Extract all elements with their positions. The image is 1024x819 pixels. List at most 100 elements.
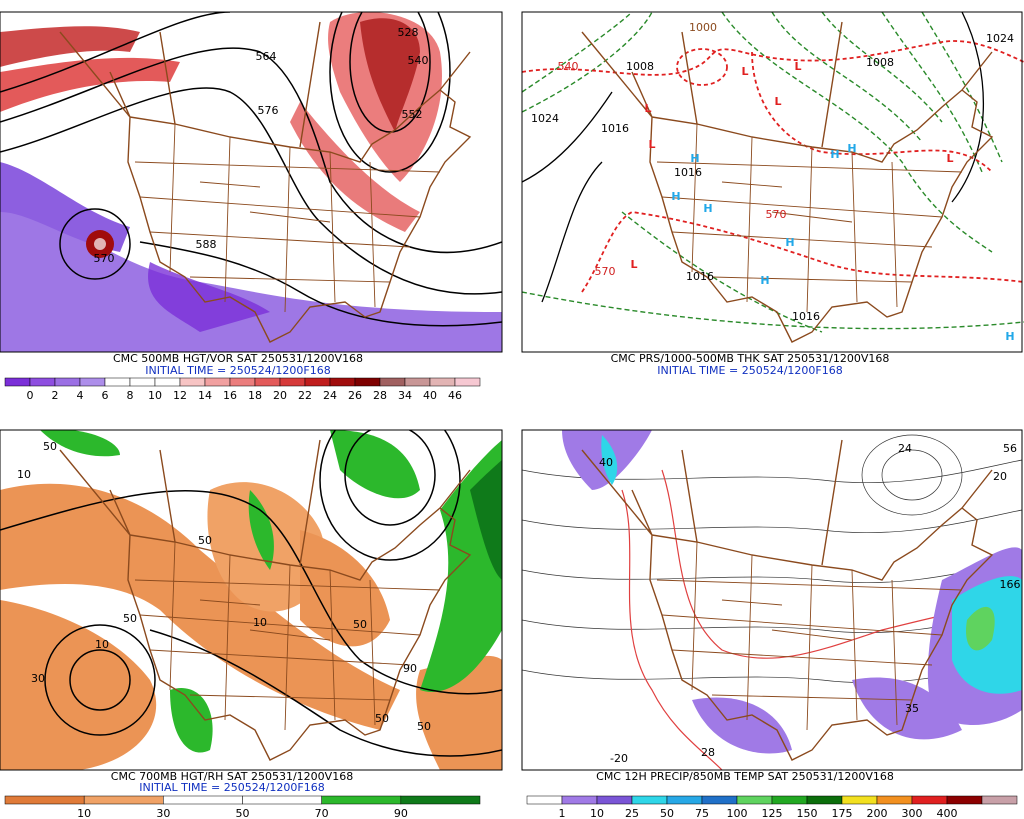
panel-humidity: [0, 429, 503, 771]
colorbar-label: 25: [625, 807, 639, 819]
pressure-center: L: [946, 152, 953, 165]
colorbar-swatch: [54, 377, 81, 387]
contour-label: 10: [95, 638, 109, 651]
colorbar-label: 75: [695, 807, 709, 819]
contour-label: 20: [993, 470, 1007, 483]
colorbar-label: 6: [102, 389, 109, 402]
contour-label: 528: [398, 26, 419, 39]
colorbar-label: 70: [315, 807, 329, 819]
colorbar-label: 4: [77, 389, 84, 402]
colorbar-swatch: [404, 377, 431, 387]
colorbar-swatch: [129, 377, 156, 387]
colorbar-swatch: [631, 795, 668, 805]
contour-label: 50: [43, 440, 57, 453]
contour-label: 1000: [689, 21, 717, 34]
colorbar-swatch: [229, 377, 256, 387]
colorbar-swatch: [701, 795, 738, 805]
colorbar-swatch: [771, 795, 808, 805]
pressure-center: H: [703, 202, 712, 215]
pressure-center: H: [785, 236, 794, 249]
pressure-center: L: [794, 60, 801, 73]
initial-time: INITIAL TIME = 250524/1200F168: [139, 781, 324, 794]
contour-label: 24: [898, 442, 912, 455]
contour-label: 40: [599, 456, 613, 469]
colorbar-swatch: [876, 795, 913, 805]
contour-label: 1024: [986, 32, 1014, 45]
caption: CMC 700MB HGT/RH SAT 250531/1200V168: [111, 770, 353, 783]
contour-label: 35: [905, 702, 919, 715]
contour-label: 50: [417, 720, 431, 733]
colorbar-label: 50: [236, 807, 250, 819]
pressure-center: H: [760, 274, 769, 287]
colorbar-label: 50: [660, 807, 674, 819]
colorbar-swatch: [179, 377, 206, 387]
panel-vorticity: [0, 11, 503, 353]
colorbar-label: 175: [832, 807, 853, 819]
colorbar-swatch: [454, 377, 481, 387]
pressure-center: L: [648, 138, 655, 151]
pressure-center: H: [671, 190, 680, 203]
contour-label: 1016: [601, 122, 629, 135]
contour-label: 56: [1003, 442, 1017, 455]
colorbar-label: 46: [448, 389, 462, 402]
contour-label: 10: [17, 468, 31, 481]
pressure-center: L: [630, 258, 637, 271]
colorbar-swatch: [596, 795, 633, 805]
contour-label: 540: [408, 54, 429, 67]
colorbar-swatch: [154, 377, 181, 387]
contour-label: 50: [123, 612, 137, 625]
colorbar-swatch: [981, 795, 1018, 805]
colorbar-label: 40: [423, 389, 437, 402]
pressure-center: H: [847, 142, 856, 155]
colorbar-label: 12: [173, 389, 187, 402]
colorbar-label: 22: [298, 389, 312, 402]
caption: CMC 500MB HGT/VOR SAT 250531/1200V168: [113, 352, 363, 365]
colorbar-label: 30: [156, 807, 170, 819]
panel-pressure: [521, 11, 1024, 353]
caption: CMC PRS/1000-500MB THK SAT 250531/1200V1…: [611, 352, 890, 365]
contour-label: 1016: [674, 166, 702, 179]
colorbar-swatch: [806, 795, 843, 805]
colorbar-swatch: [736, 795, 773, 805]
contour-label: 1008: [626, 60, 654, 73]
contour-label: 28: [701, 746, 715, 759]
initial-time: INITIAL TIME = 250524/1200F168: [657, 364, 842, 377]
colorbar-swatch: [163, 795, 243, 805]
pressure-center: H: [830, 148, 839, 161]
contour-label: -20: [610, 752, 628, 765]
colorbar-label: 18: [248, 389, 262, 402]
colorbar-swatch: [254, 377, 281, 387]
initial-time: INITIAL TIME = 250524/1200F168: [145, 364, 330, 377]
colorbar-swatch: [379, 377, 406, 387]
colorbar-label: 24: [323, 389, 337, 402]
colorbar-label: 26: [348, 389, 362, 402]
panel-precip: [521, 429, 1023, 771]
colorbar-label: 34: [398, 389, 412, 402]
pressure-center: L: [774, 95, 781, 108]
colorbar-swatch: [429, 377, 456, 387]
contour-label: 540: [558, 60, 579, 73]
contour-label: 50: [375, 712, 389, 725]
colorbar-label: 16: [223, 389, 237, 402]
colorbar-label: 2: [52, 389, 59, 402]
colorbar-swatch: [242, 795, 322, 805]
caption: CMC 12H PRECIP/850MB TEMP SAT 250531/120…: [596, 770, 894, 783]
contour-label: 570: [94, 252, 115, 265]
colorbar-swatch: [204, 377, 231, 387]
colorbar-swatch: [4, 795, 85, 805]
contour-label: 90: [403, 662, 417, 675]
colorbar-swatch: [83, 795, 164, 805]
contour-label: 576: [258, 104, 279, 117]
colorbar-label: 125: [762, 807, 783, 819]
colorbar-swatch: [79, 377, 106, 387]
pressure-center: H: [1005, 330, 1014, 343]
colorbar-label: 8: [127, 389, 134, 402]
colorbar-swatch: [321, 795, 402, 805]
contour-label: 10: [253, 616, 267, 629]
colorbar-label: 10: [77, 807, 91, 819]
colorbar-swatch: [4, 377, 31, 387]
colorbar-label: 10: [148, 389, 162, 402]
contour-label: 1024: [531, 112, 559, 125]
contour-label: 588: [196, 238, 217, 251]
